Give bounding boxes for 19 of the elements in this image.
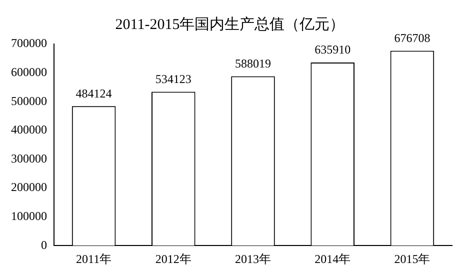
y-tick-label: 400000: [11, 122, 47, 137]
x-tick-label: 2013年: [235, 252, 271, 266]
y-tick-label: 200000: [11, 180, 47, 194]
y-tick-label: 500000: [11, 94, 47, 108]
data-label: 635910: [314, 42, 351, 57]
y-tick-label: 600000: [11, 64, 47, 79]
data-label: 484124: [76, 86, 112, 100]
y-tick-label: 100000: [11, 208, 47, 223]
data-label: 676708: [394, 30, 430, 45]
data-label: 588019: [235, 56, 271, 70]
chart-title: 2011-2015年国内生产总值（亿元）: [115, 16, 345, 33]
x-tick-label: 2011年: [76, 252, 112, 266]
y-tick-label: 700000: [11, 36, 47, 50]
x-tick-label: 2012年: [155, 252, 192, 266]
y-tick-label: 0: [41, 238, 47, 252]
x-tick-label: 2014年: [314, 252, 351, 266]
y-tick-label: 300000: [11, 151, 47, 166]
x-tick-label: 2015年: [394, 252, 430, 266]
data-label: 534123: [155, 72, 192, 86]
